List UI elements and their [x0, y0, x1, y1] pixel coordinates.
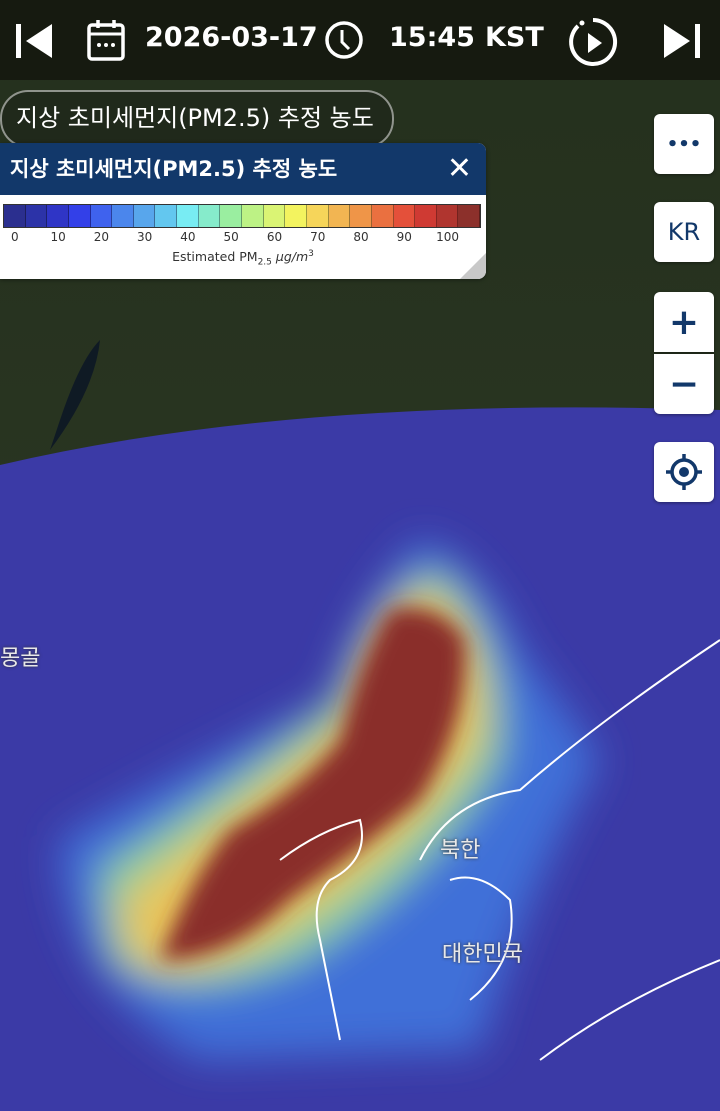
colorbar-segment — [177, 205, 199, 227]
colorbar-tick-label: 90 — [396, 230, 412, 244]
timezone-label: KST — [485, 22, 544, 53]
clock-icon[interactable] — [323, 18, 365, 62]
colorbar-segment — [263, 205, 286, 227]
layer-chip[interactable]: 지상 초미세먼지(PM2.5) 추정 농도 — [0, 90, 394, 148]
legend-unit: Estimated PM2.5 μg/m3 — [172, 249, 314, 268]
map-label-north-korea: 북한 — [440, 838, 481, 863]
colorbar-tick-label: 10 — [50, 230, 66, 244]
colorbar-segment — [415, 205, 437, 227]
colorbar-segment — [133, 205, 156, 227]
colorbar-segment — [4, 205, 26, 227]
coastline-korea — [419, 639, 720, 1001]
colorbar-ticks: 0 10 20 30 40 50 60 70 80 90 100 — [0, 230, 486, 246]
colorbar-segment — [242, 205, 264, 227]
colorbar-tick-label: 30 — [136, 230, 153, 244]
colorbar-segment — [25, 205, 48, 227]
colorbar-segment — [371, 205, 394, 227]
colorbar-segment — [68, 205, 91, 227]
colorbar-segment — [328, 205, 351, 227]
resize-handle[interactable] — [460, 253, 486, 279]
calendar-icon[interactable] — [86, 18, 126, 62]
colorbar-tick-label: 70 — [310, 230, 326, 244]
more-button[interactable]: ••• — [654, 114, 714, 174]
colorbar-segment — [155, 205, 178, 227]
coastline-japan — [539, 959, 720, 1061]
zoom-in-button[interactable]: + — [654, 292, 714, 352]
skip-forward-icon[interactable] — [664, 24, 700, 58]
pm25-hotspot — [160, 608, 466, 960]
legend-panel: 지상 초미세먼지(PM2.5) 추정 농도 ✕ 0 10 20 30 40 50 60 70 8… — [0, 143, 486, 279]
colorbar-tick-label: 60 — [266, 230, 283, 244]
colorbar-tick-label: 20 — [93, 230, 109, 244]
colorbar-segment — [285, 205, 307, 227]
colorbar-segment — [350, 205, 372, 227]
coastline — [279, 818, 363, 1041]
colorbar-segment — [47, 205, 69, 227]
play-loop-icon[interactable] — [564, 14, 622, 70]
close-icon[interactable]: ✕ — [446, 151, 472, 186]
time-display[interactable]: 15:45 — [389, 22, 475, 53]
colorbar-tick-label: 0 — [10, 230, 19, 244]
colorbar-segment — [436, 205, 459, 227]
colorbar-segment — [306, 205, 329, 227]
colorbar-tick-label: 80 — [353, 230, 369, 244]
legend-header: 지상 초미세먼지(PM2.5) 추정 농도 ✕ — [0, 143, 486, 195]
colorbar-segment — [220, 205, 243, 227]
colorbar-tick-label: 50 — [223, 230, 239, 244]
target-icon — [666, 454, 702, 490]
map-label-south-korea: 대한민국 — [442, 942, 523, 967]
language-button[interactable]: KR — [654, 202, 714, 262]
locate-button[interactable] — [654, 442, 714, 502]
map-label-mongolia: 몽골 — [0, 646, 41, 671]
colorbar-segment — [112, 205, 134, 227]
colorbar-tick-label: 40 — [180, 230, 196, 244]
colorbar-segment — [393, 205, 416, 227]
legend-title: 지상 초미세먼지(PM2.5) 추정 농도 — [10, 157, 338, 181]
date-display[interactable]: 2026-03-17 — [145, 22, 318, 53]
zoom-out-button[interactable]: − — [654, 354, 714, 414]
colorbar-segment — [458, 205, 481, 227]
colorbar-tick-label: 100 — [436, 230, 459, 244]
skip-back-icon[interactable] — [16, 24, 52, 58]
lake-baikal — [50, 340, 100, 450]
colorbar-segment — [90, 205, 113, 227]
colorbar — [3, 204, 481, 228]
colorbar-segment — [198, 205, 221, 227]
time-control-bar: 2026-03-17 15:45 KST — [0, 0, 720, 80]
